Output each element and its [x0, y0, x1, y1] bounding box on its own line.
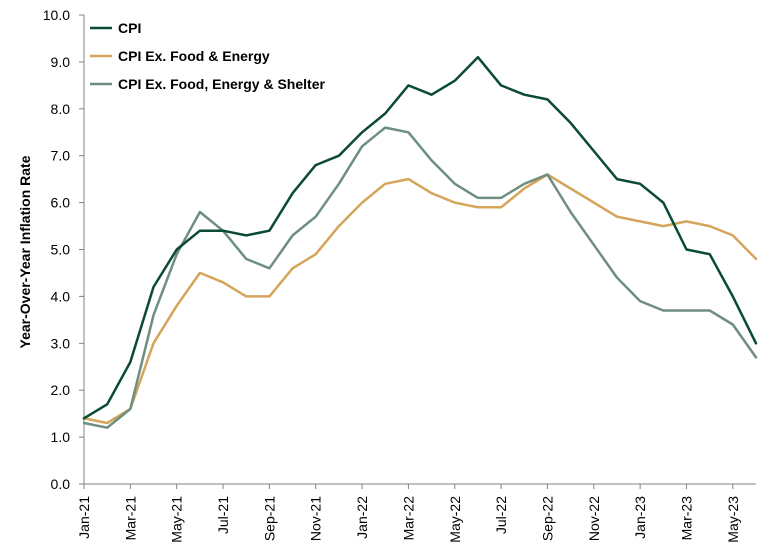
- series-line-1: [82, 173, 758, 425]
- x-tick-label: Jan-22: [354, 496, 370, 539]
- y-tick-label: 3.0: [51, 335, 71, 351]
- x-tick-label: Sep-22: [539, 496, 555, 541]
- y-tick-label: 9.0: [51, 54, 71, 70]
- legend: CPI CPI Ex. Food & Energy CPI Ex. Food, En…: [90, 20, 325, 92]
- series-layer: [82, 55, 758, 429]
- x-tick-label: Nov-22: [586, 496, 602, 541]
- x-tick-label: Jul-22: [493, 496, 509, 534]
- x-tick-label: Jan-23: [632, 496, 648, 539]
- y-tick-label: 2.0: [51, 382, 71, 398]
- y-tick-label: 8.0: [51, 101, 71, 117]
- y-tick-label: 6.0: [51, 195, 71, 211]
- y-tick-label: 0.0: [51, 476, 71, 492]
- y-tick-label: 1.0: [51, 429, 71, 445]
- y-tick-label: 5.0: [51, 242, 71, 258]
- legend-label-0: CPI: [118, 20, 141, 36]
- x-tick-label: Mar-22: [400, 496, 416, 541]
- x-tick-label: May-21: [169, 496, 185, 543]
- x-tick-label: Nov-21: [308, 496, 324, 541]
- y-tick-label: 10.0: [43, 7, 70, 23]
- series-line-0: [82, 55, 758, 420]
- y-axis-title: Year-Over-Year Inflation Rate: [17, 155, 33, 348]
- axes: 0.0 1.0 2.0 3.0 4.0 5.0 6.0 7.0 8.0 9.0 10.0 Jan-21…: [43, 7, 756, 543]
- legend-label-2: CPI Ex. Food, Energy & Shelter: [118, 76, 325, 92]
- x-tick-label: May-23: [725, 496, 741, 543]
- x-tick-label: Jul-21: [215, 496, 231, 534]
- series-line-2: [82, 126, 758, 429]
- x-tick-label: Sep-21: [261, 496, 277, 541]
- y-tick-label: 4.0: [51, 288, 71, 304]
- x-tick-label: Mar-23: [678, 496, 694, 541]
- x-tick-label: Mar-21: [122, 496, 138, 541]
- legend-label-1: CPI Ex. Food & Energy: [118, 48, 270, 64]
- x-tick-label: Jan-21: [76, 496, 92, 539]
- x-tick-label: May-22: [447, 496, 463, 543]
- y-tick-label: 7.0: [51, 148, 71, 164]
